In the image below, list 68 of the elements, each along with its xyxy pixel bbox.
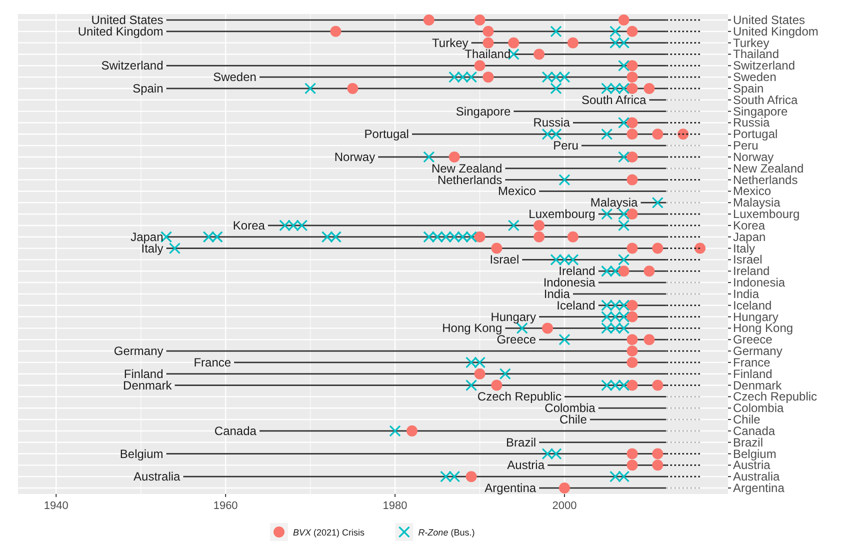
- category-label: Austria: [507, 458, 545, 472]
- y-tick-label: Czech Republic: [733, 390, 818, 404]
- y-tick-label: Switzerland: [733, 58, 796, 73]
- category-label: France: [194, 355, 232, 370]
- category-label: Argentina: [484, 481, 536, 495]
- category-label: Finland: [124, 366, 164, 381]
- category-label: Russia: [533, 116, 570, 130]
- category-label: Switzerland: [101, 58, 164, 73]
- category-label: Peru: [553, 138, 578, 153]
- category-label: Hungary: [490, 310, 536, 324]
- category-label: Australia: [134, 470, 180, 484]
- y-tick-label: Hungary: [733, 310, 778, 324]
- category-label: Iceland: [556, 298, 596, 312]
- y-tick-label: United States: [733, 13, 806, 27]
- y-tick-label: Iceland: [733, 298, 772, 312]
- y-tick-label: United Kingdom: [733, 24, 818, 38]
- category-label: Brazil: [506, 435, 536, 450]
- y-tick-label: Italy: [733, 241, 756, 256]
- category-label: Portugal: [364, 127, 409, 142]
- y-tick-label: Portugal: [733, 127, 778, 142]
- y-tick-label: Finland: [733, 366, 772, 381]
- category-label: Thailand: [464, 47, 511, 62]
- y-tick-label: Colombia: [733, 401, 784, 416]
- category-label: United Kingdom: [78, 24, 164, 38]
- y-tick-label: Ireland: [733, 264, 770, 278]
- x-tick-label: 1940: [44, 500, 68, 512]
- category-label: South Africa: [581, 92, 646, 107]
- category-label: Malaysia: [590, 196, 638, 210]
- y-tick-label: Brazil: [733, 435, 764, 450]
- category-label: Norway: [334, 150, 376, 164]
- legend-label: R-Zone (Bus.): [418, 528, 475, 538]
- category-label: Denmark: [123, 378, 172, 392]
- y-tick-label: South Africa: [733, 92, 798, 107]
- category-label: Israel: [490, 252, 520, 267]
- category-label: Canada: [214, 424, 256, 438]
- category-label: Turkey: [432, 36, 468, 50]
- y-tick-label: Australia: [733, 470, 780, 484]
- x-tick-label: 1960: [213, 500, 238, 512]
- x-tick-label: 1980: [382, 500, 408, 512]
- category-label: Spain: [132, 81, 164, 96]
- category-label: Netherlands: [437, 172, 502, 187]
- category-label: Chile: [560, 412, 587, 427]
- y-tick-label: Korea: [733, 218, 766, 232]
- category-label: Czech Republic: [477, 390, 562, 404]
- y-tick-label: Mexico: [733, 184, 772, 198]
- category-label: Sweden: [213, 70, 256, 84]
- y-tick-label: Turkey: [733, 36, 770, 50]
- category-label: Belgium: [120, 446, 164, 461]
- category-label: New Zealand: [431, 161, 502, 176]
- y-tick-label: Japan: [733, 230, 766, 244]
- category-label: Luxembourg: [528, 207, 596, 222]
- x-tick-label: 2000: [552, 500, 577, 512]
- category-label: Mexico: [498, 184, 536, 198]
- category-label: United States: [91, 13, 164, 27]
- category-label: Germany: [114, 344, 164, 358]
- y-tick-label: Argentina: [733, 481, 785, 495]
- y-tick-label: Singapore: [733, 104, 788, 118]
- y-tick-label: Netherlands: [733, 172, 798, 187]
- category-label: Korea: [232, 218, 265, 232]
- category-label: Colombia: [544, 401, 596, 416]
- y-tick-label: Malaysia: [733, 196, 781, 210]
- category-label: Singapore: [456, 104, 511, 118]
- y-tick-label: Belgium: [733, 446, 776, 461]
- legend-label: BVX (2021) Crisis: [293, 528, 366, 538]
- category-label: Hong Kong: [442, 321, 502, 336]
- y-tick-label: Denmark: [733, 378, 783, 392]
- category-label: Japan: [130, 230, 164, 244]
- category-label: Ireland: [558, 264, 596, 278]
